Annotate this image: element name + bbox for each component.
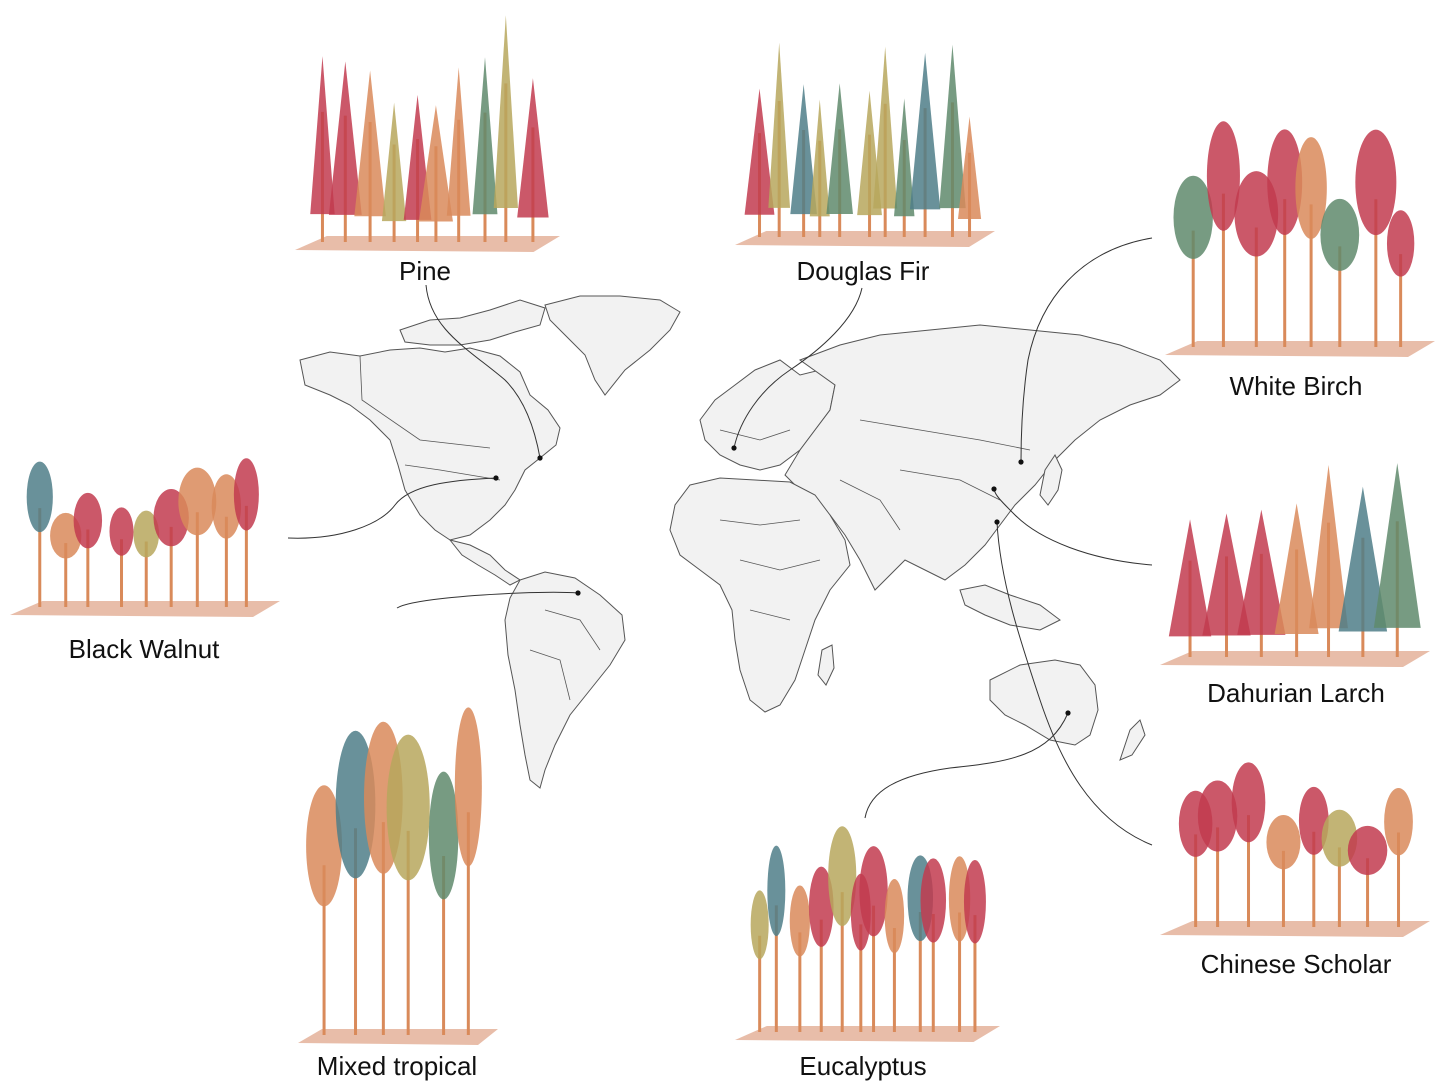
leader-line-dahurian-larch (993, 488, 1153, 566)
forest-render-mixed-tropical (298, 707, 498, 1045)
site-marker-mixed-tropical (575, 590, 581, 596)
label-white-birch: White Birch (1229, 371, 1363, 401)
site-marker-douglas-fir (731, 445, 737, 451)
site-markers (493, 445, 1071, 716)
site-marker-pine (537, 455, 543, 461)
leader-line-mixed-tropical (396, 591, 579, 609)
forest-render-dahurian-larch (1160, 463, 1430, 667)
north-america-landmass (299, 347, 561, 541)
new-zealand-landmass (1119, 719, 1146, 761)
leader-lines (287, 237, 1153, 846)
madagascar-landmass (817, 644, 835, 686)
site-marker-chinese-scholar (994, 519, 1000, 525)
site-marker-eucalyptus (1065, 710, 1071, 716)
label-chinese-scholar: Chinese Scholar (1200, 949, 1392, 979)
site-marker-dahurian-larch (991, 486, 997, 492)
label-black-walnut: Black Walnut (68, 634, 220, 664)
forest-render-white-birch (1165, 121, 1435, 357)
forest-render-chinese-scholar (1160, 762, 1430, 937)
japan-landmass (1039, 453, 1063, 506)
leader-line-black-walnut (287, 477, 497, 539)
southeast-asia-islands (959, 584, 1061, 631)
leader-line-white-birch (1020, 237, 1153, 463)
central-america-landmass (448, 539, 521, 586)
africa-landmass (669, 477, 851, 713)
leader-line-chinese-scholar (996, 521, 1153, 846)
label-mixed-tropical: Mixed tropical (316, 1051, 478, 1081)
leader-line-eucalyptus (864, 712, 1069, 819)
forest-render-pine (295, 15, 560, 252)
forest-renders (10, 15, 1435, 1045)
leader-line-pine (425, 284, 541, 459)
australia-landmass (989, 659, 1099, 746)
forest-render-black-walnut (10, 458, 280, 617)
greenland-landmass (544, 295, 681, 396)
forest-render-eucalyptus (735, 826, 1000, 1042)
site-marker-white-birch (1018, 459, 1024, 465)
label-douglas-fir: Douglas Fir (796, 256, 930, 286)
world-map (299, 295, 1181, 789)
label-dahurian-larch: Dahurian Larch (1207, 678, 1385, 708)
arctic-islands (399, 299, 546, 346)
forest-render-douglas-fir (735, 42, 995, 247)
leader-line-douglas-fir (733, 287, 863, 449)
label-pine: Pine (398, 256, 452, 286)
site-marker-black-walnut (493, 475, 499, 481)
label-eucalyptus: Eucalyptus (799, 1051, 927, 1081)
country-borders (359, 355, 1031, 701)
